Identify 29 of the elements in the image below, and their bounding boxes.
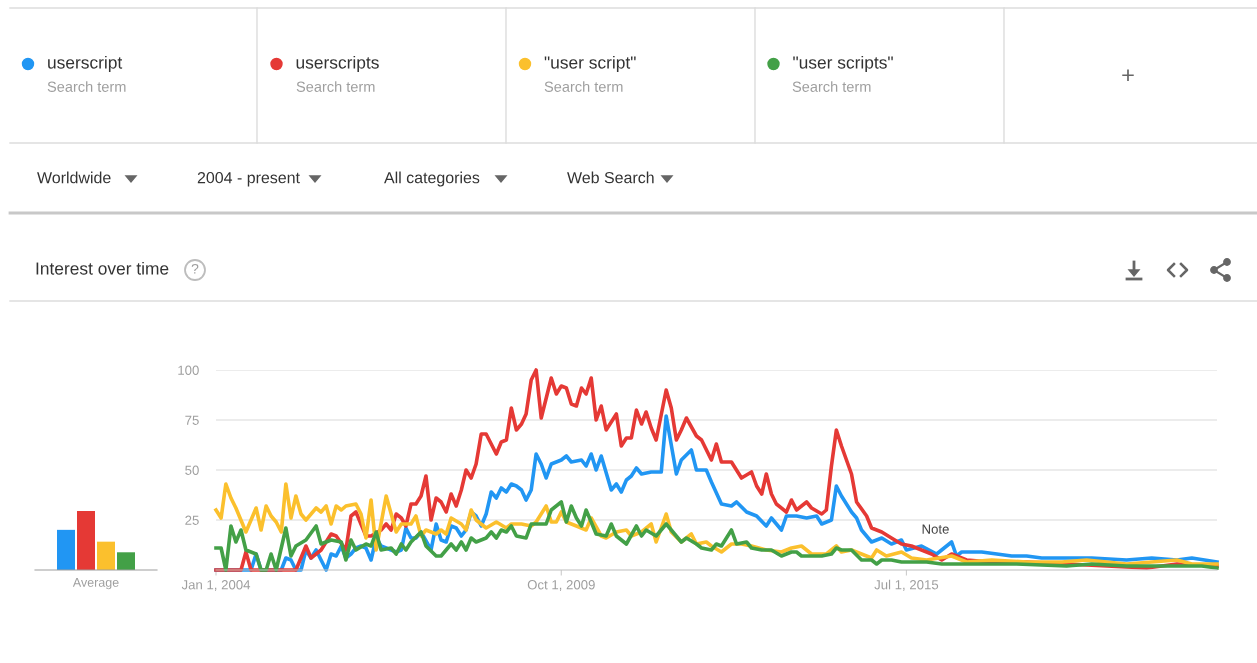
bar [57, 529, 75, 570]
text: Search term [792, 81, 871, 92]
annotation: Note [922, 524, 949, 534]
line-series [214, 500, 1219, 572]
text: + [1122, 69, 1134, 82]
text: Search term [296, 81, 375, 92]
legend-label: "user scripts" [793, 55, 893, 73]
bar [117, 552, 135, 570]
text: Search term [47, 81, 126, 92]
legend-label: userscript [48, 55, 123, 73]
text: ? [191, 263, 199, 274]
text: Search term [544, 81, 623, 92]
bar [77, 510, 95, 570]
y-tick-label: 25 [185, 515, 199, 525]
text: Worldwide [37, 171, 111, 184]
y-tick-label: 50 [185, 465, 199, 475]
x-tick-label: Jul 1, 2015 [874, 579, 939, 591]
bar [97, 541, 115, 570]
x-tick-label: Oct 1, 2009 [527, 580, 595, 591]
text: 2004 - present [197, 171, 300, 187]
chart-title: Interest over time [36, 261, 169, 275]
legend-label: userscripts [296, 55, 379, 73]
y-tick-label: 100 [178, 365, 199, 375]
text: Web Search [567, 171, 654, 184]
x-tick-label: Jan 1, 2004 [181, 580, 251, 591]
y-tick-label: 75 [185, 415, 199, 425]
legend-label: "user script" [544, 55, 636, 73]
text: All categories [384, 171, 480, 187]
x-axis-title: Average [72, 578, 119, 590]
